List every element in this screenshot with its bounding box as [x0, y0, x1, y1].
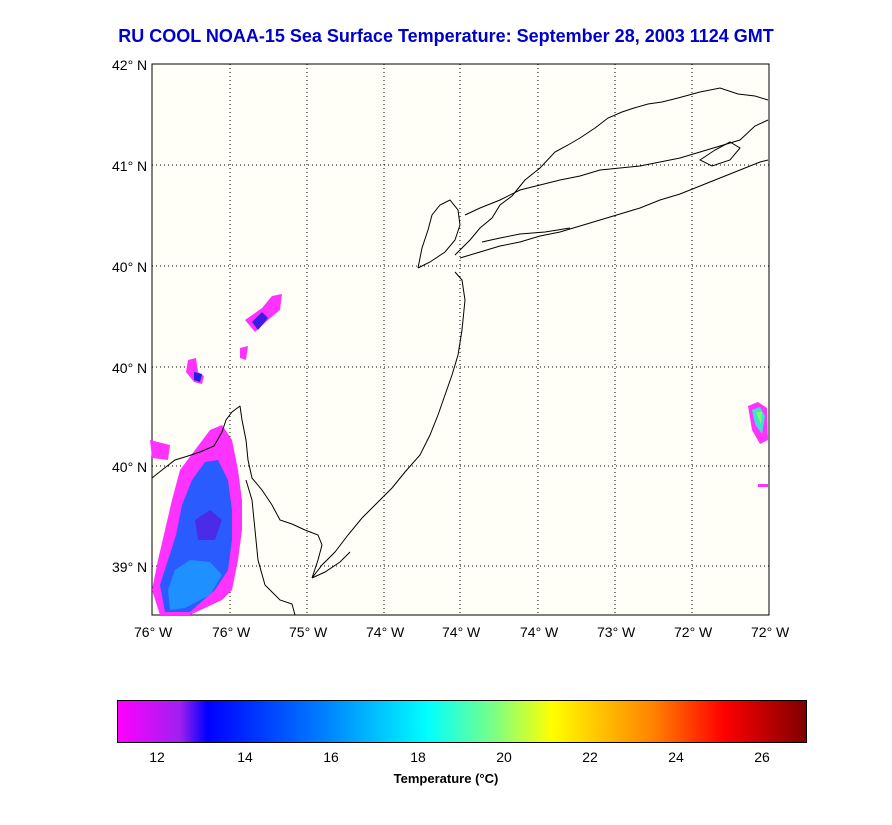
lat-label: 42° N — [112, 57, 148, 73]
lon-label: 76° W — [134, 624, 173, 640]
colorbar — [117, 700, 807, 743]
colorbar-tick: 18 — [410, 749, 426, 765]
graticule — [152, 64, 769, 615]
lon-label: 72° W — [751, 624, 790, 640]
lat-label: 41° N — [112, 158, 148, 174]
lat-label: 40° N — [112, 459, 148, 475]
sst-patch-west — [150, 294, 282, 615]
sst-patch-east — [748, 402, 768, 487]
coastline — [151, 87, 769, 616]
lon-label: 74° W — [366, 624, 405, 640]
lon-label: 73° W — [597, 624, 636, 640]
colorbar-tick: 16 — [323, 749, 339, 765]
colorbar-tick: 24 — [668, 749, 684, 765]
lat-label: 39° N — [112, 559, 148, 575]
lon-label: 76° W — [212, 624, 251, 640]
colorbar-tick: 26 — [754, 749, 770, 765]
lon-label: 75° W — [289, 624, 328, 640]
lon-label: 74° W — [520, 624, 559, 640]
colorbar-tick: 22 — [582, 749, 598, 765]
colorbar-label: Temperature (°C) — [393, 771, 499, 786]
colorbar-tick: 12 — [149, 749, 165, 765]
colorbar-tick: 14 — [237, 749, 253, 765]
lon-label: 74° W — [442, 624, 481, 640]
colorbar-tick: 20 — [496, 749, 512, 765]
lon-label: 72° W — [674, 624, 713, 640]
lat-label: 40° N — [112, 259, 148, 275]
map-title: RU COOL NOAA-15 Sea Surface Temperature:… — [118, 26, 774, 46]
lat-label: 40° N — [112, 360, 148, 376]
